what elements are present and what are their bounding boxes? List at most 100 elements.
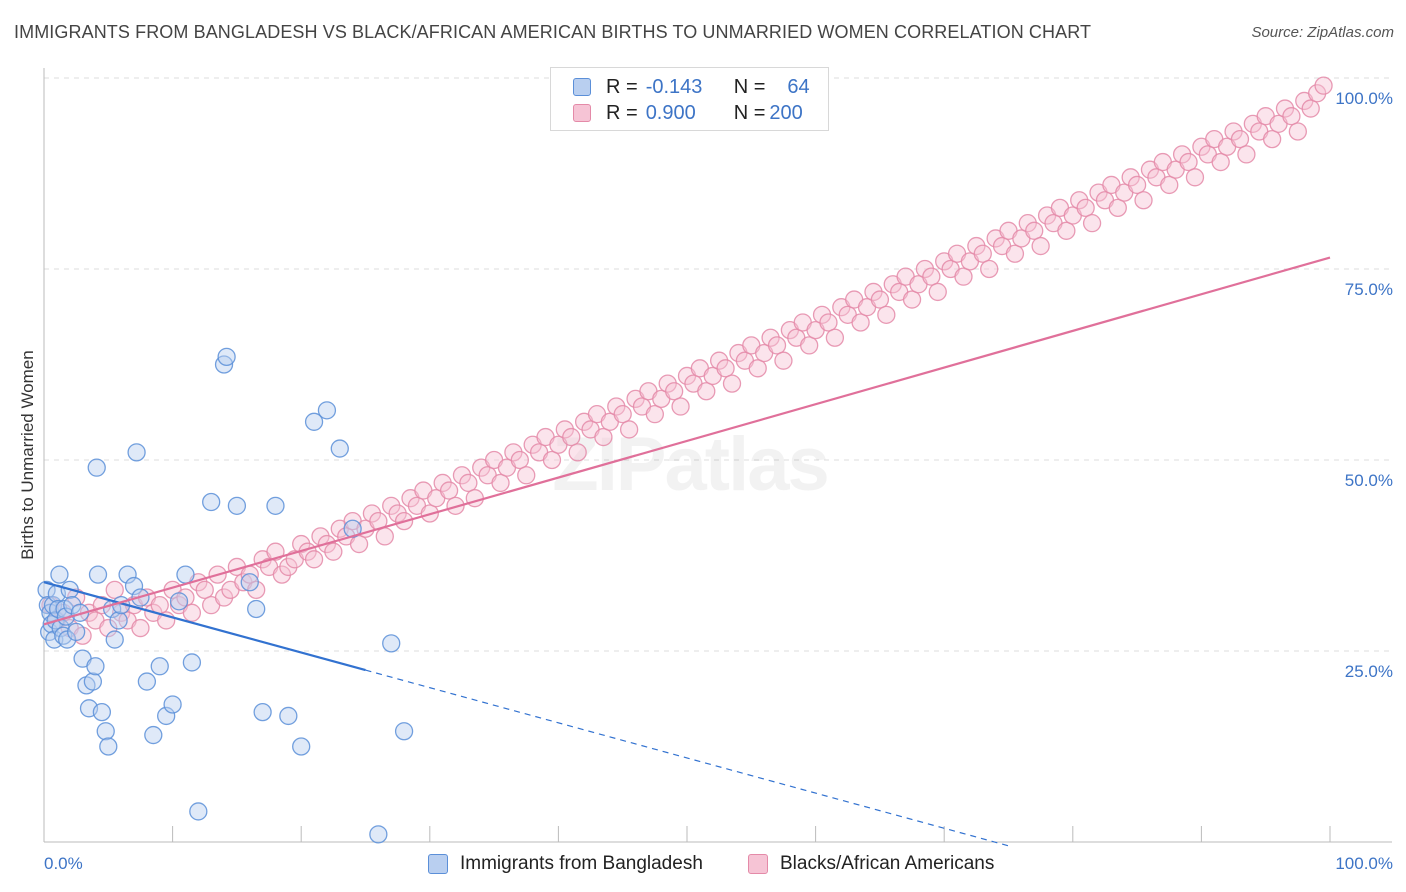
point-blacks: [954, 267, 973, 286]
point-blacks: [594, 427, 613, 447]
point-blacks: [131, 618, 150, 638]
legend-row-bangladesh: R = -0.143 N = 64: [573, 75, 810, 99]
point-bangladesh: [124, 576, 144, 596]
point-bangladesh: [105, 630, 124, 649]
bottom-legend-label: Blacks/African Americans: [780, 853, 995, 874]
y-tick-label: 75.0%: [1345, 280, 1393, 299]
legend-row-blacks: R = 0.900 N = 200: [573, 101, 803, 125]
point-bangladesh: [45, 630, 64, 649]
point-blacks: [767, 336, 787, 355]
point-blacks: [324, 542, 343, 561]
bottom-legend-swatch-blue: [428, 854, 448, 874]
point-bangladesh: [48, 599, 68, 619]
point-bangladesh: [163, 695, 182, 714]
legend-n-label: N =: [733, 101, 766, 124]
point-bangladesh: [227, 496, 247, 515]
point-bangladesh: [240, 573, 259, 592]
point-blacks: [722, 374, 742, 393]
point-blacks: [1082, 214, 1102, 233]
axes: [43, 68, 1392, 843]
point-bangladesh: [67, 622, 86, 642]
point-blacks: [1127, 175, 1147, 195]
point-blacks: [1031, 236, 1050, 256]
point-blacks: [1262, 129, 1282, 149]
point-bangladesh: [109, 611, 128, 630]
watermark: ZIPatlas: [552, 422, 827, 507]
point-bangladesh: [37, 580, 56, 600]
point-blacks: [491, 473, 510, 493]
point-blacks: [1005, 244, 1025, 263]
trendline-bangladesh: [43, 581, 366, 672]
point-bangladesh: [88, 565, 108, 584]
point-blacks: [1076, 198, 1095, 218]
trendlines: [43, 256, 1331, 847]
point-bangladesh: [253, 702, 272, 722]
point-bangladesh: [266, 496, 285, 515]
point-blacks: [748, 359, 767, 378]
series-bangladesh-points: [37, 347, 414, 844]
point-blacks: [697, 382, 716, 401]
point-blacks: [1057, 221, 1076, 240]
y-tick-label: 50.0%: [1345, 471, 1393, 490]
legend-r-label: R =: [606, 75, 638, 98]
point-bangladesh: [96, 722, 115, 741]
point-blacks: [349, 534, 369, 554]
point-bangladesh: [330, 439, 349, 458]
point-bangladesh: [157, 706, 176, 726]
point-blacks: [562, 427, 581, 447]
point-blacks: [664, 382, 684, 401]
source-label: Source: ZipAtlas.com: [1251, 24, 1394, 41]
point-bangladesh: [144, 725, 163, 745]
point-bangladesh: [137, 672, 157, 691]
point-bangladesh: [70, 603, 90, 622]
point-blacks: [304, 550, 324, 569]
point-bangladesh: [127, 443, 146, 462]
point-blacks: [1314, 76, 1333, 95]
point-blacks: [375, 527, 394, 546]
point-blacks: [1134, 191, 1153, 210]
point-blacks: [182, 603, 202, 622]
point-blacks: [851, 313, 870, 332]
point-bangladesh: [86, 657, 105, 676]
point-blacks: [1025, 221, 1044, 240]
point-bangladesh: [317, 401, 337, 420]
point-blacks: [195, 580, 214, 600]
point-blacks: [980, 259, 999, 279]
point-blacks: [819, 313, 838, 332]
point-bangladesh: [394, 722, 414, 741]
bottom-legend-bangladesh: Immigrants from Bangladesh: [428, 852, 703, 876]
point-blacks: [1237, 145, 1256, 164]
point-blacks: [1301, 99, 1320, 118]
point-blacks: [439, 481, 459, 500]
point-blacks: [800, 336, 819, 355]
legend-swatch-pink: [573, 104, 591, 122]
point-blacks: [671, 397, 690, 416]
point-blacks: [870, 290, 890, 309]
point-blacks: [1179, 152, 1198, 172]
tick-labels: 25.0% 50.0% 75.0% 100.0% 0.0% 100.0%: [44, 89, 1393, 873]
legend-r-label: R =: [606, 101, 638, 124]
point-blacks: [1230, 129, 1250, 149]
legend-n-label: N =: [733, 75, 766, 98]
point-blacks: [568, 443, 587, 462]
point-bangladesh: [92, 702, 112, 722]
point-blacks: [973, 244, 992, 263]
bottom-legend-blacks: Blacks/African Americans: [748, 852, 994, 876]
point-bangladesh: [87, 458, 106, 477]
legend-r-value: 0.900: [645, 101, 696, 124]
legend: R = -0.143 N = 64 R = 0.900 N = 200: [550, 67, 829, 131]
point-bangladesh: [189, 802, 208, 821]
point-blacks: [902, 290, 922, 309]
point-blacks: [877, 305, 896, 324]
point-blacks: [619, 420, 639, 439]
gridlines: [44, 77, 1392, 652]
y-tick-label: 100.0%: [1335, 89, 1393, 108]
point-blacks: [774, 351, 793, 370]
point-bangladesh: [292, 737, 311, 756]
x-tick-label: 100.0%: [1335, 854, 1393, 873]
point-blacks: [825, 328, 845, 347]
point-bangladesh: [369, 825, 388, 844]
point-blacks: [1185, 168, 1205, 187]
point-blacks: [928, 282, 947, 302]
